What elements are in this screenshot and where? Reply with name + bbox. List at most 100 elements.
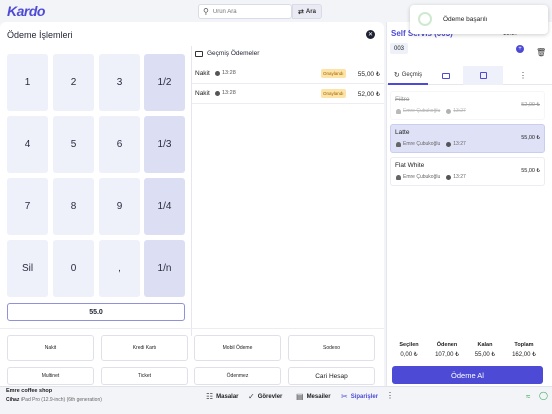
- nav-label: Görevler: [257, 393, 283, 400]
- item-price: 55,00 ₺: [521, 135, 540, 141]
- user-icon: [396, 174, 401, 180]
- clock-icon: [446, 141, 452, 147]
- order-header-time: 15:27: [503, 31, 519, 37]
- amount-field[interactable]: 55.0: [7, 303, 185, 321]
- total-label: Seçilen: [399, 342, 419, 348]
- payment-row[interactable]: Nakit 13:28 Onaylandı 52,00 ₺: [192, 84, 384, 104]
- note-icon: [479, 72, 487, 79]
- method-cash-button[interactable]: Nakit: [7, 335, 94, 361]
- divider: [0, 328, 384, 329]
- brand-logo: Kardo: [7, 3, 45, 19]
- order-item[interactable]: Flat White Emre Çubukoğlu 13:27 55,00 ₺: [390, 157, 545, 186]
- keypad-key-half[interactable]: 1/2: [144, 54, 185, 111]
- clock-icon: [215, 70, 220, 76]
- tab-history-label: Geçmiş: [401, 71, 423, 78]
- item-meta: Emre Çubukoğlu 13:27: [396, 174, 466, 180]
- method-ticket-button[interactable]: Ticket: [101, 367, 188, 385]
- payment-method: Nakit: [195, 90, 210, 97]
- trash-icon[interactable]: 🗑: [536, 48, 547, 57]
- keypad-key-8[interactable]: 8: [53, 178, 94, 235]
- item-meta: Emre Çubukoğlu 13:27: [396, 108, 466, 114]
- payments-icon: [195, 50, 203, 57]
- device-info: Cihaz iPad Pro (12.9-inch) (6th generati…: [6, 397, 102, 403]
- tab-print[interactable]: [428, 66, 463, 85]
- more-vertical-icon[interactable]: ⋮: [386, 391, 394, 400]
- keypad-key-delete[interactable]: Sil: [7, 240, 48, 297]
- method-credit-card-button[interactable]: Kredi Kartı: [101, 335, 188, 361]
- wifi-icon: ≈: [526, 392, 531, 401]
- nav-label: Siparişler: [350, 393, 379, 400]
- payment-time: 13:28: [215, 90, 236, 96]
- item-price: 52,00 ₺: [521, 102, 540, 108]
- nav-label: Mesailer: [306, 393, 331, 400]
- payment-amount: 52,00 ₺: [357, 91, 380, 98]
- total-grand: Toplam 162,00 ₺: [505, 342, 543, 358]
- printer-icon: [441, 72, 450, 79]
- item-user: Emre Çubukoğlu: [403, 174, 441, 180]
- item-meta: Emre Çubukoğlu 13:27: [396, 141, 466, 147]
- method-multinet-button[interactable]: Multinet: [7, 367, 94, 385]
- user-icon: [396, 141, 401, 147]
- tab-history[interactable]: ↻ Geçmiş: [388, 66, 428, 85]
- total-paid: Ödenen 107,00 ₺: [428, 342, 466, 358]
- item-name: Latte: [395, 129, 410, 136]
- device-name: iPad Pro (12.9-inch) (6th generation): [20, 397, 102, 403]
- bottom-bar: [0, 386, 552, 414]
- item-name: Flat White: [395, 162, 425, 169]
- tab-more[interactable]: ⋮: [503, 66, 543, 85]
- keypad-key-third[interactable]: 1/3: [144, 116, 185, 173]
- close-icon[interactable]: ✕: [366, 30, 375, 39]
- method-mobile-button[interactable]: Mobil Ödeme: [194, 335, 281, 361]
- item-time: 13:27: [453, 108, 466, 114]
- nav-tasks[interactable]: ✓ Görevler: [248, 392, 282, 401]
- keypad-key-split-n[interactable]: 1/n: [144, 240, 185, 297]
- keypad-key-5[interactable]: 5: [53, 116, 94, 173]
- keypad-key-9[interactable]: 9: [99, 178, 140, 235]
- item-time: 13:27: [453, 174, 466, 180]
- keypad-key-6[interactable]: 6: [99, 116, 140, 173]
- nav-orders[interactable]: ✂ Siparişler: [341, 392, 378, 401]
- total-value: 55,00 ₺: [474, 352, 496, 358]
- device-label: Cihaz: [6, 397, 20, 403]
- clock-icon: [446, 174, 452, 180]
- nav-tables[interactable]: ☷ Masalar: [206, 392, 239, 401]
- nav-label: Masalar: [216, 393, 239, 400]
- payment-row[interactable]: Nakit 13:28 Onaylandı 55,00 ₺: [192, 64, 384, 84]
- history-icon: ↻: [393, 71, 400, 79]
- shifts-icon: ▤: [296, 392, 304, 401]
- keypad-key-quarter[interactable]: 1/4: [144, 178, 185, 235]
- payment-amount: 55,00 ₺: [357, 71, 380, 78]
- method-sodexo-button[interactable]: Sodexo: [288, 335, 375, 361]
- keypad-key-2[interactable]: 2: [53, 54, 94, 111]
- tab-notes[interactable]: [463, 66, 503, 85]
- keypad-key-0[interactable]: 0: [53, 240, 94, 297]
- page-title: Ödeme İşlemleri: [7, 30, 73, 40]
- keypad-key-4[interactable]: 4: [7, 116, 48, 173]
- search-box[interactable]: ⚲: [198, 4, 292, 19]
- search-button-label: Ara: [305, 8, 316, 15]
- total-value: 0,00 ₺: [400, 352, 418, 358]
- take-payment-button[interactable]: Ödeme Al: [392, 366, 543, 384]
- order-number: 003: [390, 43, 408, 54]
- method-account-button[interactable]: Cari Hesap: [288, 367, 375, 385]
- order-number-field[interactable]: [388, 40, 528, 59]
- order-item[interactable]: Filtre Emre Çubukoğlu 13:27 52,00 ₺: [390, 91, 545, 120]
- keypad-key-3[interactable]: 3: [99, 54, 140, 111]
- search-input[interactable]: [212, 8, 283, 15]
- clock-icon: [446, 108, 452, 114]
- nav-shifts[interactable]: ▤ Mesailer: [296, 392, 331, 401]
- payment-time-value: 13:28: [222, 70, 236, 76]
- filter-icon: ⇄: [298, 8, 304, 16]
- method-unpaid-button[interactable]: Ödenmez: [194, 367, 281, 385]
- payment-time: 13:28: [215, 70, 236, 76]
- order-item[interactable]: Latte Emre Çubukoğlu 13:27 55,00 ₺: [390, 124, 545, 153]
- keypad-key-1[interactable]: 1: [7, 54, 48, 111]
- add-icon[interactable]: +: [516, 45, 524, 53]
- orders-icon: ✂: [341, 392, 348, 401]
- shop-name: Emre coffee shop: [6, 388, 53, 394]
- keypad-key-comma[interactable]: ,: [99, 240, 140, 297]
- keypad-key-7[interactable]: 7: [7, 178, 48, 235]
- search-button[interactable]: ⇄ Ara: [292, 4, 322, 19]
- loading-spinner-icon: [418, 12, 432, 26]
- total-label: Kalan: [477, 342, 493, 348]
